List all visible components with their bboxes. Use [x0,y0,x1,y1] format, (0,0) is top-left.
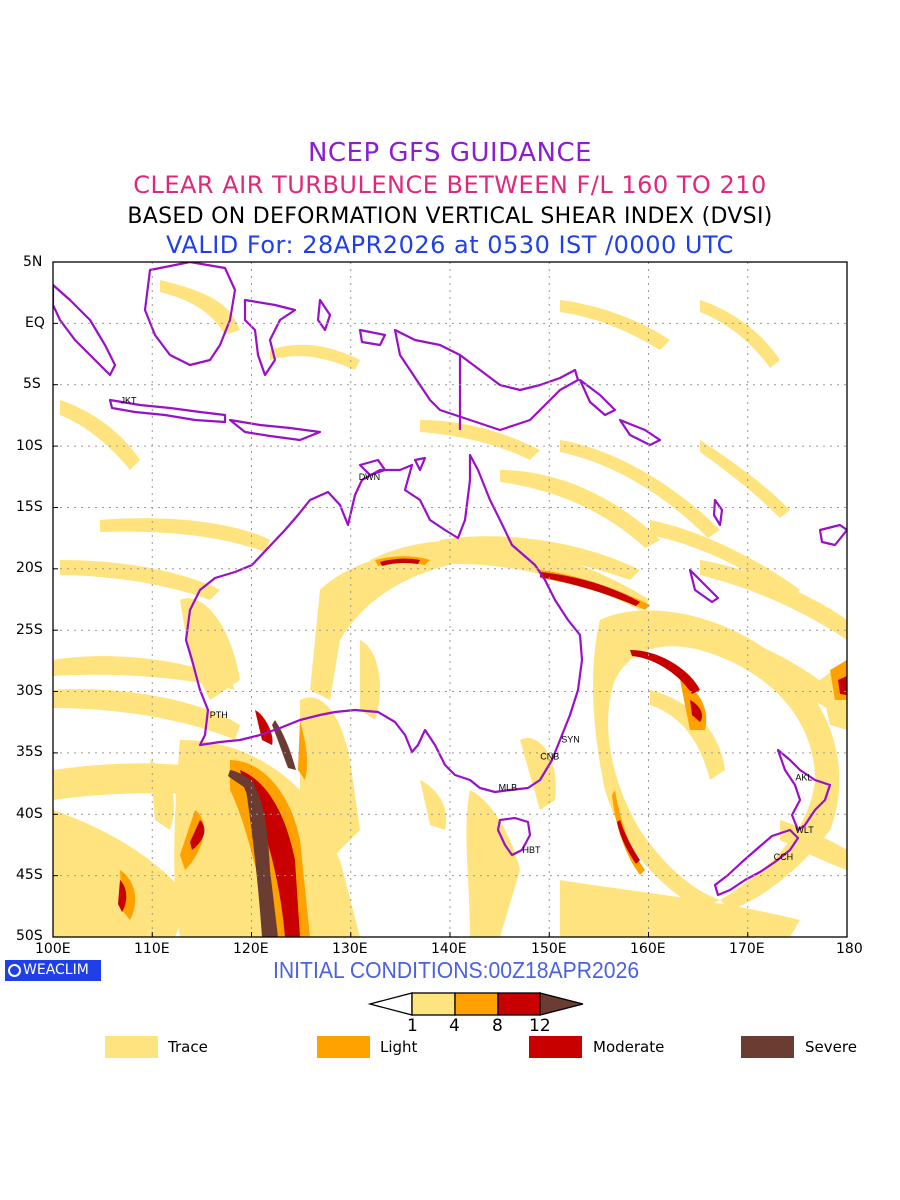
axis-ticks [53,261,749,937]
brand-name: WEACLIM [23,962,89,978]
lat-lon-grid [53,262,847,937]
lat-label-40s: 40S [16,806,43,822]
colorbar-severe-end [539,992,584,1016]
colorbar-light [454,992,499,1016]
lat-label-30s: 30S [16,683,43,699]
colorbar-tick-12: 12 [529,1016,551,1036]
lat-label-25s: 25S [16,622,43,638]
lat-label-15s: 15S [16,499,43,515]
legend-swatch-light [317,1036,370,1058]
chart-title: NCEP GFS GUIDANCE [307,138,593,168]
initial-conditions: INITIAL CONDITIONS:00Z18APR2026 [273,957,640,983]
valid-time: VALID For: 28APR2026 at 0530 IST /0000 U… [166,231,734,259]
lat-label-eq: EQ [25,315,45,331]
station-label-akl: AKL [795,773,812,783]
weaclim-logo: WEACLIM [5,960,101,981]
colorbar-tick-1: 1 [407,1016,418,1036]
lon-label-180: 180 [836,941,863,957]
lon-label-170e: 170E [729,941,765,957]
lat-label-45s: 45S [16,867,43,883]
station-label-dwn: DWN [359,472,381,482]
severe-areas [228,720,296,937]
legend-swatch-severe [741,1036,794,1058]
station-label-pth: PTH [210,710,228,720]
lon-label-160e: 160E [630,941,666,957]
lat-label-20s: 20S [16,560,43,576]
lon-label-140e: 140E [431,941,467,957]
station-label-mlb: MLB [499,782,518,792]
legend-swatch-trace [105,1036,158,1058]
legend-label-moderate: Moderate [593,1038,665,1056]
colorbar-low-end [367,992,413,1016]
lat-label-5n: 5N [23,254,43,270]
legend-label-light: Light [380,1038,418,1056]
colorbar [367,992,584,1016]
trace-areas [53,280,847,937]
colorbar-tick-8: 8 [492,1016,503,1036]
station-label-cnb: CNB [540,752,559,762]
legend-label-severe: Severe [805,1038,857,1056]
chart-subtitle: CLEAR AIR TURBULENCE BETWEEN F/L 160 TO … [133,171,767,199]
lon-label-110e: 110E [134,941,170,957]
coastlines [53,262,847,897]
lat-label-5s: 5S [23,376,41,392]
moderate-areas [118,558,847,937]
lat-label-50s: 50S [16,928,43,944]
index-description: BASED ON DEFORMATION VERTICAL SHEAR INDE… [127,204,773,229]
lon-label-130e: 130E [332,941,368,957]
lon-label-100e: 100E [35,941,71,957]
station-label-jkt: JKT [121,396,138,406]
colorbar-tick-4: 4 [449,1016,460,1036]
lat-label-35s: 35S [16,744,43,760]
lon-label-120e: 120E [233,941,269,957]
station-label-syn: SYN [561,734,580,744]
station-label-hbt: HBT [523,845,542,855]
legend-label-trace: Trace [168,1038,208,1056]
colorbar-moderate [497,992,541,1016]
legend-swatch-moderate [529,1036,582,1058]
colorbar-trace [411,992,456,1016]
station-label-cch: CCH [774,852,794,862]
logo-circle-icon [8,964,21,977]
station-label-wlt: WLT [795,825,814,835]
lon-label-150e: 150E [531,941,567,957]
lat-label-10s: 10S [16,438,43,454]
